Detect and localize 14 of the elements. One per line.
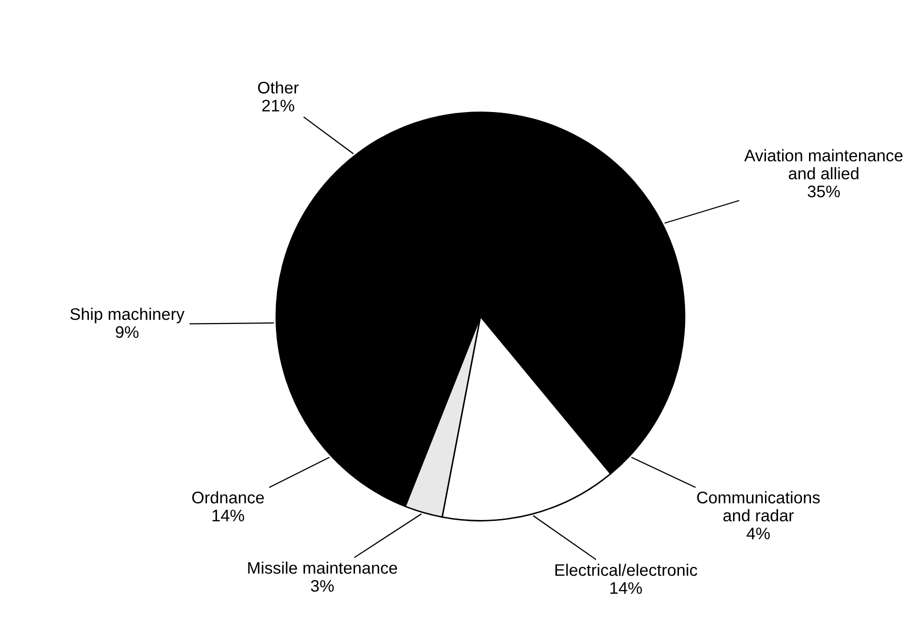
slice-label: Ordnance (192, 491, 264, 504)
data-label: 14% (610, 582, 642, 594)
slice-label: Aviation maintenance and allied (744, 149, 903, 180)
slice-label: Electrical/electronic (555, 564, 698, 576)
slice-label: Ship machinery (70, 308, 184, 324)
data-label: 21% (262, 100, 294, 112)
data-label: 9% (116, 326, 139, 338)
data-label: 4% (746, 528, 770, 540)
data-label: 14% (212, 510, 244, 522)
data-label: 3% (310, 580, 334, 592)
slice-label: Other (258, 81, 299, 94)
data-label: 35% (808, 186, 840, 198)
slice-label: Communications and radar (697, 491, 820, 522)
slice-label: Missile maintenance (248, 562, 398, 574)
